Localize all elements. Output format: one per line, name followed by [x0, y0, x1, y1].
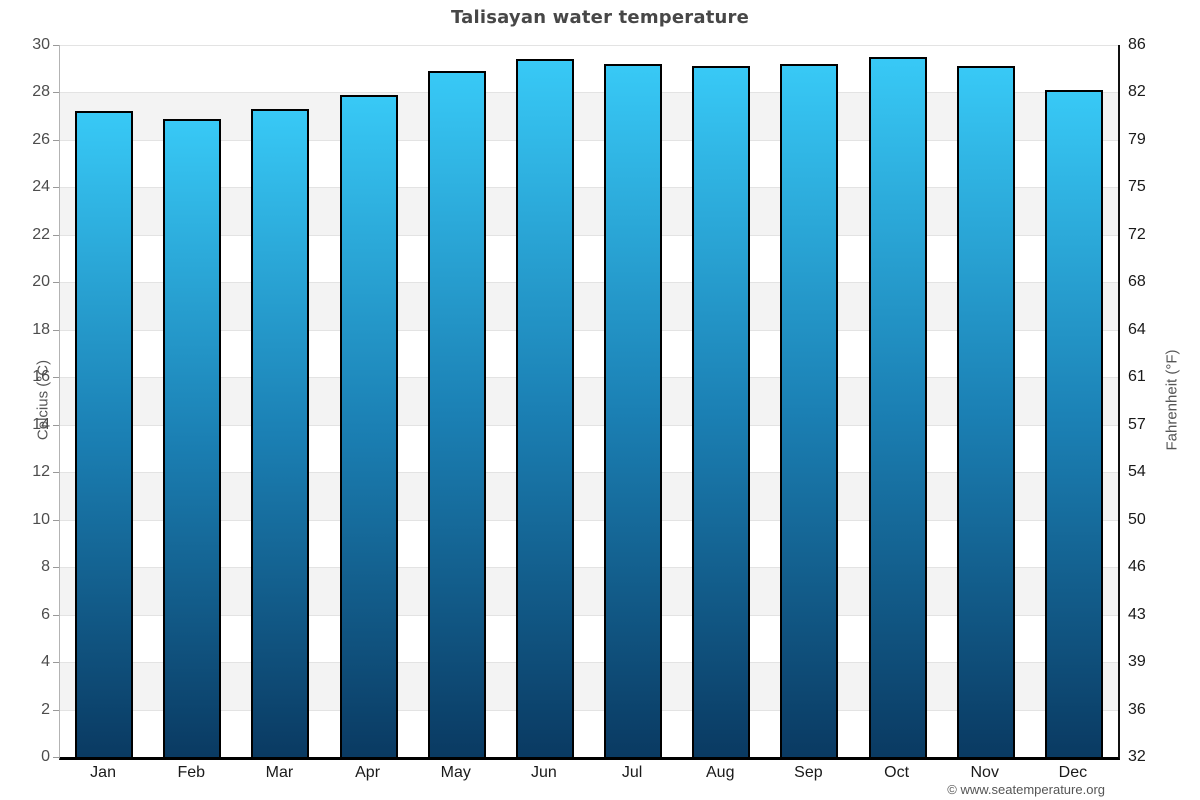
fahrenheit-tick-label: 46: [1128, 558, 1146, 576]
celsius-tick-mark: [53, 662, 59, 664]
celsius-tick-label: 20: [32, 273, 50, 291]
x-tick-label-sep: Sep: [794, 764, 823, 781]
celsius-tick-mark: [53, 234, 59, 236]
fahrenheit-tick-label: 32: [1128, 748, 1146, 765]
celsius-tick-label: 28: [32, 83, 50, 101]
grid-band: [60, 662, 1118, 710]
gridline: [60, 662, 1118, 664]
celsius-tick-label: 2: [41, 700, 50, 718]
fahrenheit-tick-label: 39: [1128, 653, 1146, 671]
bar-jan: [75, 111, 134, 757]
gridline: [60, 709, 1118, 711]
grid-band: [60, 282, 1118, 330]
x-tick-label-jul: Jul: [621, 764, 643, 781]
gridline: [60, 472, 1118, 474]
celsius-tick-label: 26: [32, 130, 50, 148]
celsius-tick-label: 4: [41, 653, 50, 671]
fahrenheit-tick-label: 82: [1128, 83, 1146, 101]
celsius-tick-label: 16: [32, 368, 50, 386]
fahrenheit-tick-label: 68: [1128, 273, 1146, 291]
bar-jun: [515, 59, 574, 757]
bar-jul: [604, 63, 663, 757]
celsius-tick-mark: [53, 424, 59, 426]
celsius-tick-mark: [53, 377, 59, 379]
gridline: [60, 424, 1118, 426]
fahrenheit-tick-label: 36: [1128, 700, 1146, 718]
plot-area: [59, 45, 1120, 760]
gridline: [60, 45, 1118, 46]
celsius-tick-label: 22: [32, 225, 50, 243]
x-tick-label-jan: Jan: [90, 764, 116, 781]
celsius-tick-mark: [53, 45, 59, 46]
fahrenheit-tick-label: 61: [1128, 368, 1146, 386]
celsius-tick-label: 10: [32, 510, 50, 528]
celsius-tick-mark: [53, 567, 59, 569]
gridline: [60, 614, 1118, 616]
gridline: [60, 139, 1118, 141]
fahrenheit-tick-label: 54: [1128, 463, 1146, 481]
celsius-tick-mark: [53, 519, 59, 521]
bar-feb: [163, 118, 222, 757]
x-tick-label-feb: Feb: [177, 764, 206, 781]
gridline: [60, 567, 1118, 569]
grid-band: [60, 472, 1118, 520]
gridline: [60, 377, 1118, 379]
bar-nov: [956, 66, 1015, 757]
x-tick-label-jun: Jun: [531, 764, 557, 781]
celsius-tick-mark: [53, 709, 59, 711]
gridline: [60, 519, 1118, 521]
celsius-tick-label: 18: [32, 320, 50, 338]
gridline: [60, 234, 1118, 236]
fahrenheit-tick-label: 79: [1128, 130, 1146, 148]
grid-band: [60, 187, 1118, 235]
celsius-tick-mark: [53, 282, 59, 284]
celsius-tick-label: 8: [41, 558, 50, 576]
celsius-tick-mark: [53, 92, 59, 94]
x-tick-label-nov: Nov: [970, 764, 999, 781]
celsius-tick-label: 12: [32, 463, 50, 481]
fahrenheit-tick-label: 50: [1128, 510, 1146, 528]
bar-aug: [692, 66, 751, 757]
grid-band: [60, 377, 1118, 425]
x-tick-label-aug: Aug: [706, 764, 735, 781]
celsius-tick-label: 0: [41, 748, 50, 765]
celsius-tick-mark: [53, 614, 59, 616]
fahrenheit-tick-label: 86: [1128, 36, 1146, 53]
y-axis-label-fahrenheit: Fahrenheit (°F): [1163, 349, 1181, 451]
bar-dec: [1044, 90, 1103, 757]
bar-apr: [339, 94, 398, 757]
x-tick-label-oct: Oct: [884, 764, 910, 781]
fahrenheit-tick-label: 64: [1128, 320, 1146, 338]
celsius-tick-label: 30: [32, 36, 50, 53]
bar-sep: [780, 63, 839, 757]
celsius-tick-mark: [53, 139, 59, 141]
gridline: [60, 92, 1118, 94]
fahrenheit-tick-label: 75: [1128, 178, 1146, 196]
celsius-tick-label: 24: [32, 178, 50, 196]
celsius-tick-mark: [53, 472, 59, 474]
celsius-tick-label: 14: [32, 415, 50, 433]
bar-mar: [251, 109, 310, 757]
fahrenheit-tick-label: 57: [1128, 415, 1146, 433]
gridline: [60, 282, 1118, 284]
gridline: [60, 187, 1118, 189]
gridline: [60, 329, 1118, 331]
celsius-tick-mark: [53, 757, 59, 758]
x-tick-label-may: May: [440, 764, 471, 781]
x-tick-label-mar: Mar: [265, 764, 294, 781]
grid-band: [60, 92, 1118, 140]
fahrenheit-tick-label: 43: [1128, 605, 1146, 623]
celsius-tick-mark: [53, 187, 59, 189]
copyright-attribution: © www.seatemperature.org: [947, 782, 1105, 797]
celsius-tick-label: 6: [41, 605, 50, 623]
bar-oct: [868, 56, 927, 757]
chart-title: Talisayan water temperature: [450, 7, 750, 28]
bar-may: [427, 71, 486, 757]
fahrenheit-tick-label: 72: [1128, 225, 1146, 243]
grid-band: [60, 567, 1118, 615]
x-tick-label-dec: Dec: [1058, 764, 1088, 781]
x-tick-label-apr: Apr: [355, 764, 381, 781]
celsius-tick-mark: [53, 329, 59, 331]
